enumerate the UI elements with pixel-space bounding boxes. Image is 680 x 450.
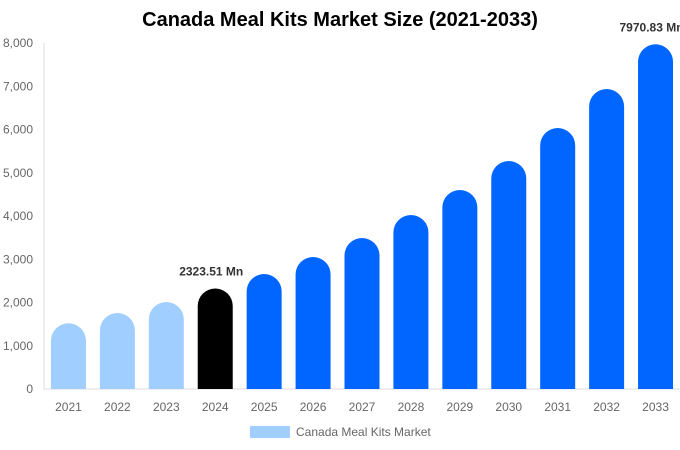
y-tick-label: 2,000 (3, 296, 33, 310)
bar-2022 (99, 313, 135, 389)
data-label-2033: 7970.83 Mn (620, 20, 680, 34)
x-tick-label: 2032 (593, 400, 620, 414)
x-tick-label: 2023 (153, 400, 180, 414)
x-tick-label: 2033 (642, 400, 669, 414)
y-tick-label: 1,000 (3, 339, 33, 353)
y-tick-label: 4,000 (3, 209, 33, 223)
x-tick-label: 2027 (349, 400, 376, 414)
bar-2021 (50, 323, 86, 389)
bar-2028 (393, 215, 429, 389)
legend-swatch (250, 426, 290, 438)
x-tick-label: 2022 (104, 400, 131, 414)
legend-label: Canada Meal Kits Market (296, 425, 431, 439)
bar-2027 (344, 238, 380, 389)
x-tick-label: 2026 (300, 400, 327, 414)
bar-2029 (442, 190, 478, 389)
bar-2030 (491, 160, 527, 389)
data-label-2024: 2323.51 Mn (179, 265, 243, 279)
bar-2024 (197, 288, 233, 389)
legend[interactable]: Canada Meal Kits Market (250, 425, 431, 439)
x-tick-label: 2028 (398, 400, 425, 414)
y-tick-label: 8,000 (3, 36, 33, 50)
bar-2025 (246, 273, 282, 389)
bar-2032 (589, 89, 625, 389)
y-tick-label: 6,000 (3, 123, 33, 137)
x-tick-label: 2031 (544, 400, 571, 414)
y-tick-label: 5,000 (3, 166, 33, 180)
bar-2023 (148, 302, 184, 389)
y-tick-label: 0 (26, 382, 33, 396)
y-tick-label: 3,000 (3, 252, 33, 266)
x-tick-label: 2025 (251, 400, 278, 414)
x-tick-label: 2024 (202, 400, 229, 414)
x-tick-label: 2021 (55, 400, 82, 414)
chart-title: Canada Meal Kits Market Size (2021-2033) (142, 9, 538, 31)
x-tick-label: 2029 (446, 400, 473, 414)
bar-2033 (638, 44, 674, 390)
bar-2031 (540, 127, 576, 389)
x-tick-label: 2030 (495, 400, 522, 414)
bar-2026 (295, 257, 331, 389)
y-tick-label: 7,000 (3, 79, 33, 93)
